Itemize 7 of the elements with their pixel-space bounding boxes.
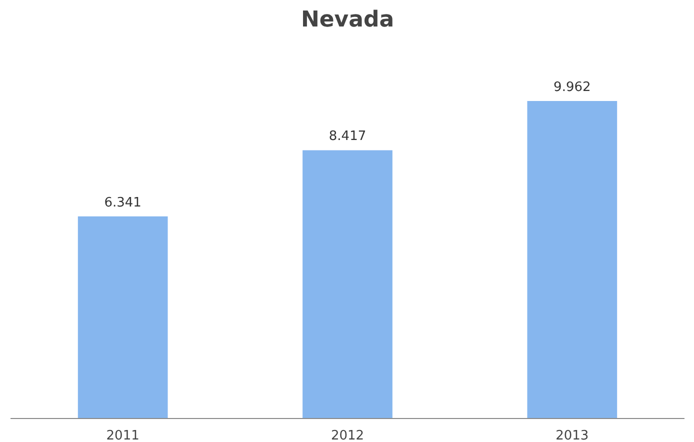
x-tick-label: 2011 <box>106 428 140 442</box>
x-tick-label: 2012 <box>330 428 364 442</box>
data-label: 8.417 <box>328 129 366 144</box>
chart-title: Nevada <box>300 8 394 32</box>
x-tick-label: 2013 <box>556 428 589 442</box>
data-label: 6.341 <box>104 195 142 210</box>
data-label: 9.962 <box>554 80 591 95</box>
